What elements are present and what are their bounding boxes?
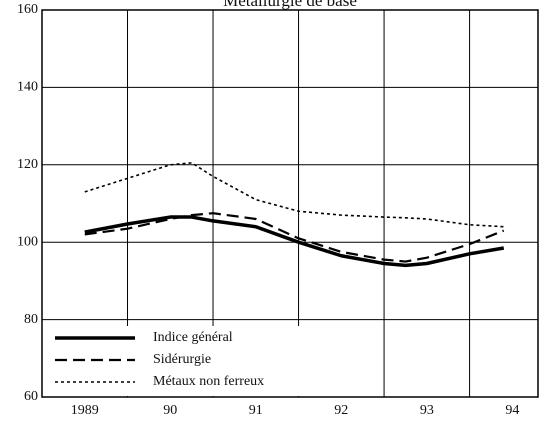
y-tick-label: 160	[17, 2, 38, 17]
y-tick-label: 140	[17, 80, 38, 95]
chart-title: Métallurgie de base	[223, 0, 357, 10]
x-tick-label: 91	[249, 403, 263, 418]
x-tick-label: 92	[334, 403, 348, 418]
x-tick-label: 94	[505, 403, 519, 418]
legend-label: Sidérurgie	[153, 352, 211, 367]
y-tick-label: 120	[17, 157, 38, 172]
y-tick-label: 100	[17, 234, 38, 249]
line-series	[84, 162, 504, 228]
legend-label: Métaux non ferreux	[153, 374, 264, 389]
x-tick-label: 93	[420, 403, 434, 418]
x-tick-label: 90	[163, 403, 177, 418]
x-tick-label: 1989	[71, 403, 99, 418]
y-tick-label: 80	[24, 312, 38, 327]
y-tick-label: 60	[24, 389, 38, 404]
line-series	[84, 215, 505, 268]
legend-label: Indice général	[153, 330, 233, 345]
line-series	[84, 212, 505, 263]
